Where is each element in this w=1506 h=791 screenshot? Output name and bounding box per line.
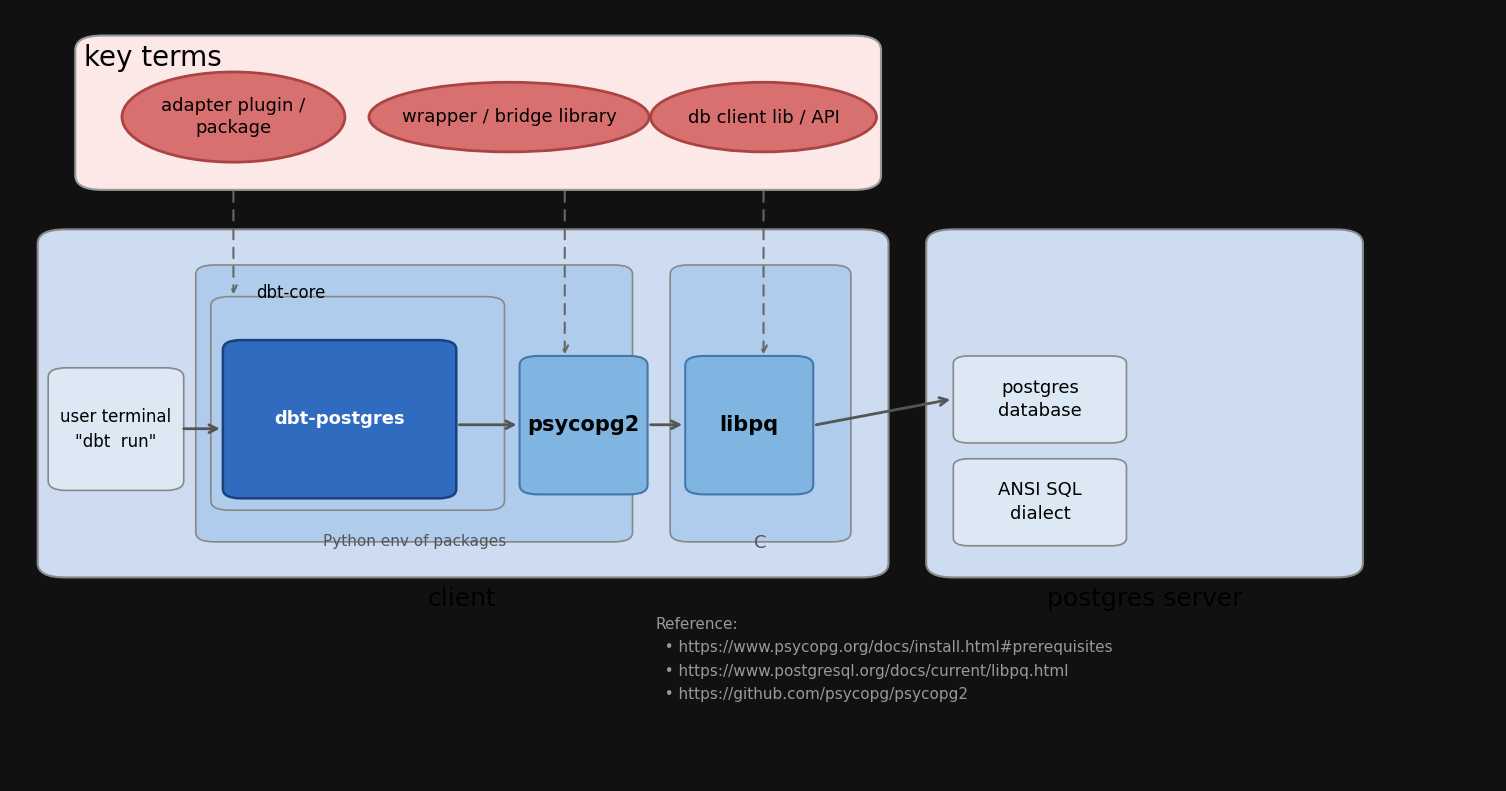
- FancyBboxPatch shape: [38, 229, 889, 577]
- FancyBboxPatch shape: [196, 265, 633, 542]
- Text: Reference:
  • https://www.psycopg.org/docs/install.html#prerequisites
  • https: Reference: • https://www.psycopg.org/doc…: [655, 617, 1113, 702]
- Text: Python env of packages: Python env of packages: [322, 534, 506, 549]
- FancyBboxPatch shape: [670, 265, 851, 542]
- Text: dbt-postgres: dbt-postgres: [274, 411, 405, 428]
- Text: db client lib / API: db client lib / API: [688, 108, 839, 126]
- Ellipse shape: [122, 72, 345, 162]
- Text: postgres server: postgres server: [1047, 587, 1242, 611]
- FancyBboxPatch shape: [520, 356, 648, 494]
- Text: ANSI SQL
dialect: ANSI SQL dialect: [998, 482, 1081, 523]
- FancyBboxPatch shape: [211, 297, 505, 510]
- FancyBboxPatch shape: [48, 368, 184, 490]
- Text: dbt-core: dbt-core: [256, 284, 325, 302]
- Text: C: C: [755, 534, 767, 552]
- FancyBboxPatch shape: [953, 459, 1126, 546]
- Text: client: client: [428, 587, 497, 611]
- FancyBboxPatch shape: [953, 356, 1126, 443]
- Text: psycopg2: psycopg2: [527, 415, 640, 435]
- Text: wrapper / bridge library: wrapper / bridge library: [402, 108, 616, 126]
- Ellipse shape: [651, 82, 876, 152]
- Text: key terms: key terms: [84, 44, 221, 71]
- Text: postgres
database: postgres database: [998, 379, 1081, 420]
- FancyBboxPatch shape: [223, 340, 456, 498]
- Text: user terminal
"dbt  run": user terminal "dbt run": [60, 407, 172, 451]
- FancyBboxPatch shape: [926, 229, 1363, 577]
- Text: adapter plugin /
package: adapter plugin / package: [161, 97, 306, 137]
- FancyBboxPatch shape: [75, 36, 881, 190]
- FancyBboxPatch shape: [685, 356, 813, 494]
- Text: libpq: libpq: [720, 415, 779, 435]
- Ellipse shape: [369, 82, 649, 152]
